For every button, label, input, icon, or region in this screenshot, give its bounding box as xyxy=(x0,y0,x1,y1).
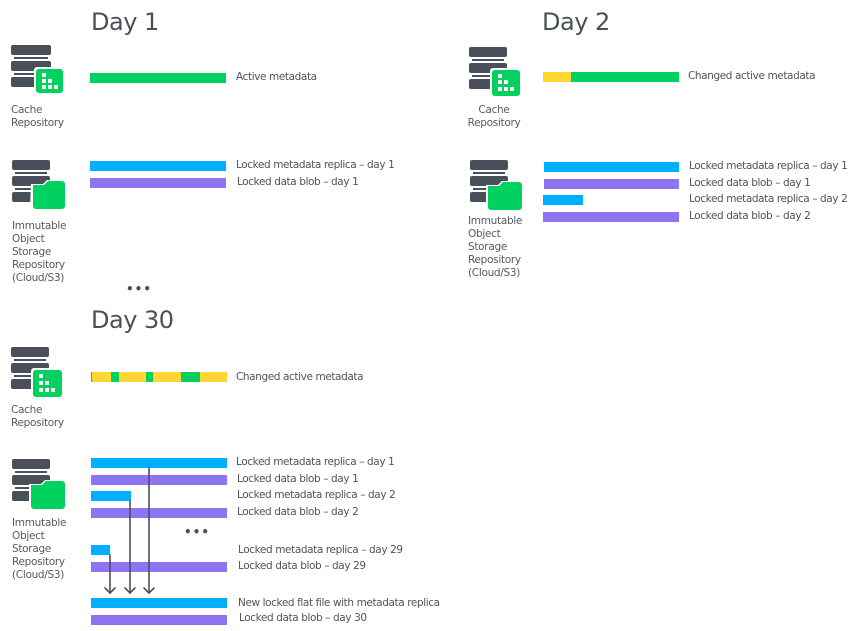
object-storage-label: Immutable Object Storage Repository (Clo… xyxy=(468,215,523,279)
active-metadata-segment xyxy=(571,72,679,82)
data-blob-bar xyxy=(91,615,227,625)
cache-repository-label: Cache Repository xyxy=(11,104,64,129)
metadata-replica-bar xyxy=(91,545,110,555)
bar-label: Locked metadata replica – day 1 xyxy=(236,159,395,171)
data-blob-bar xyxy=(91,475,227,485)
bar-label: Locked data blob – day 1 xyxy=(237,473,359,485)
bar-label: Changed active metadata xyxy=(236,371,364,383)
cache-repository-icon xyxy=(469,47,521,97)
bar-label: Active metadata xyxy=(236,71,317,83)
active-metadata-segment xyxy=(111,372,119,382)
metadata-replica-bar xyxy=(543,195,583,205)
object-storage-icon xyxy=(12,459,67,511)
data-blob-bar xyxy=(91,508,227,518)
bar-label: Locked metadata replica – day 2 xyxy=(689,193,848,205)
object-storage-icon xyxy=(12,160,66,210)
metadata-replica-bar xyxy=(90,161,226,171)
data-blob-bar xyxy=(544,179,679,189)
data-blob-bar xyxy=(90,178,226,188)
changed-metadata-segment xyxy=(92,372,111,382)
cache-repository-label: Cache Repository xyxy=(467,104,521,129)
bar-label: Locked data blob – day 1 xyxy=(237,176,359,188)
changed-metadata-segment xyxy=(200,372,227,382)
bar-label: Changed active metadata xyxy=(688,70,816,82)
cache-repository-icon xyxy=(11,45,65,94)
bar-label: New locked flat file with metadata repli… xyxy=(238,597,440,609)
bar-label: Locked metadata replica – day 1 xyxy=(236,456,395,468)
active-metadata-segment xyxy=(91,372,92,382)
ellipsis: ••• xyxy=(126,282,153,296)
ellipsis: ••• xyxy=(184,525,211,539)
bar-label: Locked data blob – day 2 xyxy=(237,506,359,518)
object-storage-label: Immutable Object Storage Repository (Clo… xyxy=(12,517,67,581)
bar-label: Locked metadata replica – day 29 xyxy=(238,544,403,556)
flat-file-metadata-bar xyxy=(91,598,227,608)
object-storage-label: Immutable Object Storage Repository (Clo… xyxy=(12,220,67,284)
bar-label: Locked data blob – day 30 xyxy=(239,612,367,624)
metadata-replica-bar xyxy=(544,162,679,172)
bar-label: Locked metadata replica – day 1 xyxy=(689,160,848,172)
object-storage-icon xyxy=(470,160,524,212)
metadata-replica-bar xyxy=(91,491,131,501)
active-metadata-segment xyxy=(181,372,200,382)
bar-label: Locked data blob – day 2 xyxy=(689,210,811,222)
active-metadata-segment xyxy=(146,372,153,382)
panel-title-day-30: Day 30 xyxy=(91,306,174,334)
changed-metadata-segment xyxy=(119,372,146,382)
metadata-replica-bar xyxy=(91,458,227,468)
changed-metadata-segment xyxy=(153,372,181,382)
data-blob-bar xyxy=(91,562,227,572)
bar-label: Locked data blob – day 29 xyxy=(238,560,366,572)
bar-label: Locked metadata replica – day 2 xyxy=(237,489,396,501)
data-blob-bar xyxy=(543,212,679,222)
changed-metadata-segment xyxy=(543,72,571,82)
panel-title-day-1: Day 1 xyxy=(91,8,159,36)
cache-repository-label: Cache Repository xyxy=(11,404,64,429)
active-metadata-bar xyxy=(90,73,226,83)
panel-title-day-2: Day 2 xyxy=(542,8,610,36)
cache-repository-icon xyxy=(11,347,63,398)
bar-label: Locked data blob – day 1 xyxy=(689,177,811,189)
